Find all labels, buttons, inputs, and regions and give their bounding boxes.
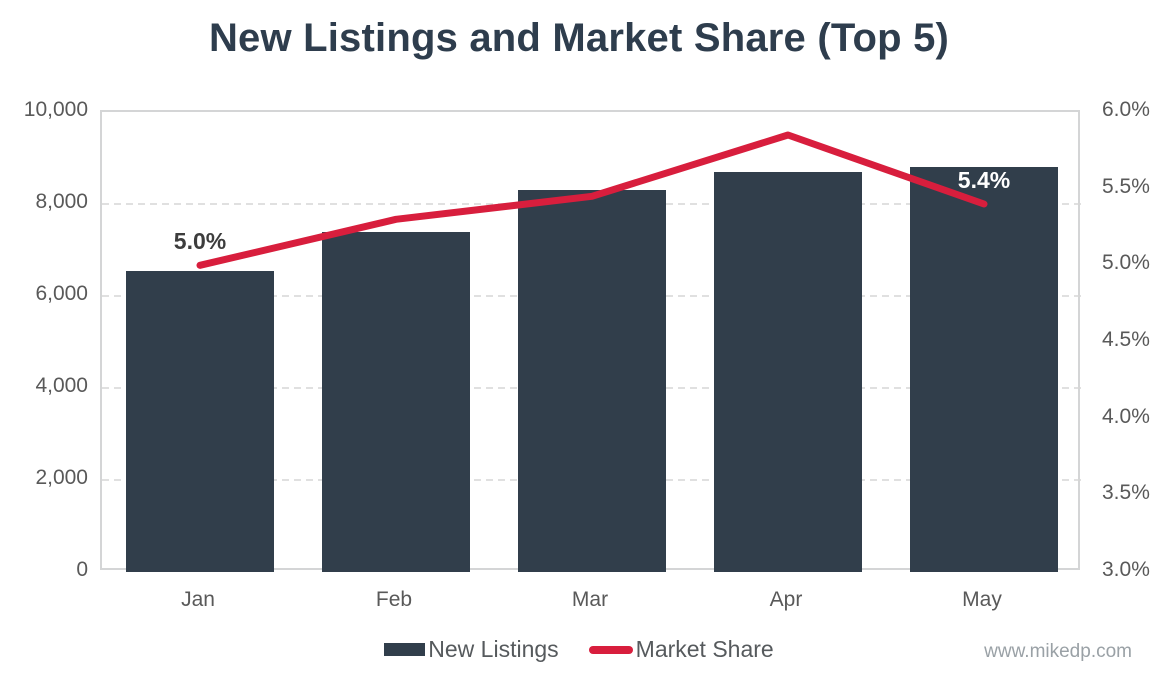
x-axis-label-may: May [962, 588, 1002, 611]
legend-swatch-new-listings [384, 643, 426, 656]
right-axis-tick-5-5pct: 5.5% [1102, 174, 1150, 198]
legend-label-market-share: Market Share [635, 636, 774, 662]
right-axis-tick-4-5pct: 4.5% [1102, 328, 1150, 351]
bar-jan [125, 270, 275, 572]
right-axis-tick-5-0pct: 5.0% [1102, 251, 1150, 275]
left-axis-tick-0: 0 [76, 558, 88, 581]
x-axis-label-apr: Apr [769, 588, 803, 611]
legend: New Listings Market Share [0, 636, 1158, 663]
bar-may [909, 167, 1059, 572]
bar-apr [713, 171, 863, 572]
plot-area: 5.0% 5.4% [100, 110, 1082, 572]
left-axis-tick-8000: 8,000 [35, 190, 88, 213]
point-label-may: 5.4% [957, 167, 1011, 193]
market-share-line [196, 131, 988, 269]
chart-title: New Listings and Market Share (Top 5) [208, 16, 950, 60]
x-axis-label-mar: Mar [571, 588, 609, 611]
left-axis-tick-6000: 6,000 [35, 282, 88, 305]
right-axis-tick-4-0pct: 4.0% [1102, 404, 1150, 428]
right-axis-tick-3-0pct: 3.0% [1102, 558, 1150, 581]
left-axis-tick-2000: 2,000 [35, 466, 88, 489]
point-label-jan: 5.0% [173, 228, 227, 255]
bar-feb [321, 231, 471, 572]
legend-item-market-share: Market Share [588, 636, 774, 663]
right-axis-tick-3-5pct: 3.5% [1102, 481, 1150, 505]
x-axis-label-jan: Jan [181, 588, 215, 611]
watermark: www.mikedp.com [984, 641, 1132, 662]
right-axis-tick-6-0pct: 6.0% [1102, 98, 1150, 121]
bar-mar [517, 190, 667, 572]
left-axis-tick-4000: 4,000 [35, 374, 88, 397]
legend-swatch-market-share [588, 645, 633, 654]
legend-item-new-listings: New Listings [384, 636, 559, 663]
left-axis-tick-10000: 10,000 [23, 98, 88, 121]
legend-label-new-listings: New Listings [428, 636, 559, 662]
x-axis-label-feb: Feb [375, 588, 413, 611]
